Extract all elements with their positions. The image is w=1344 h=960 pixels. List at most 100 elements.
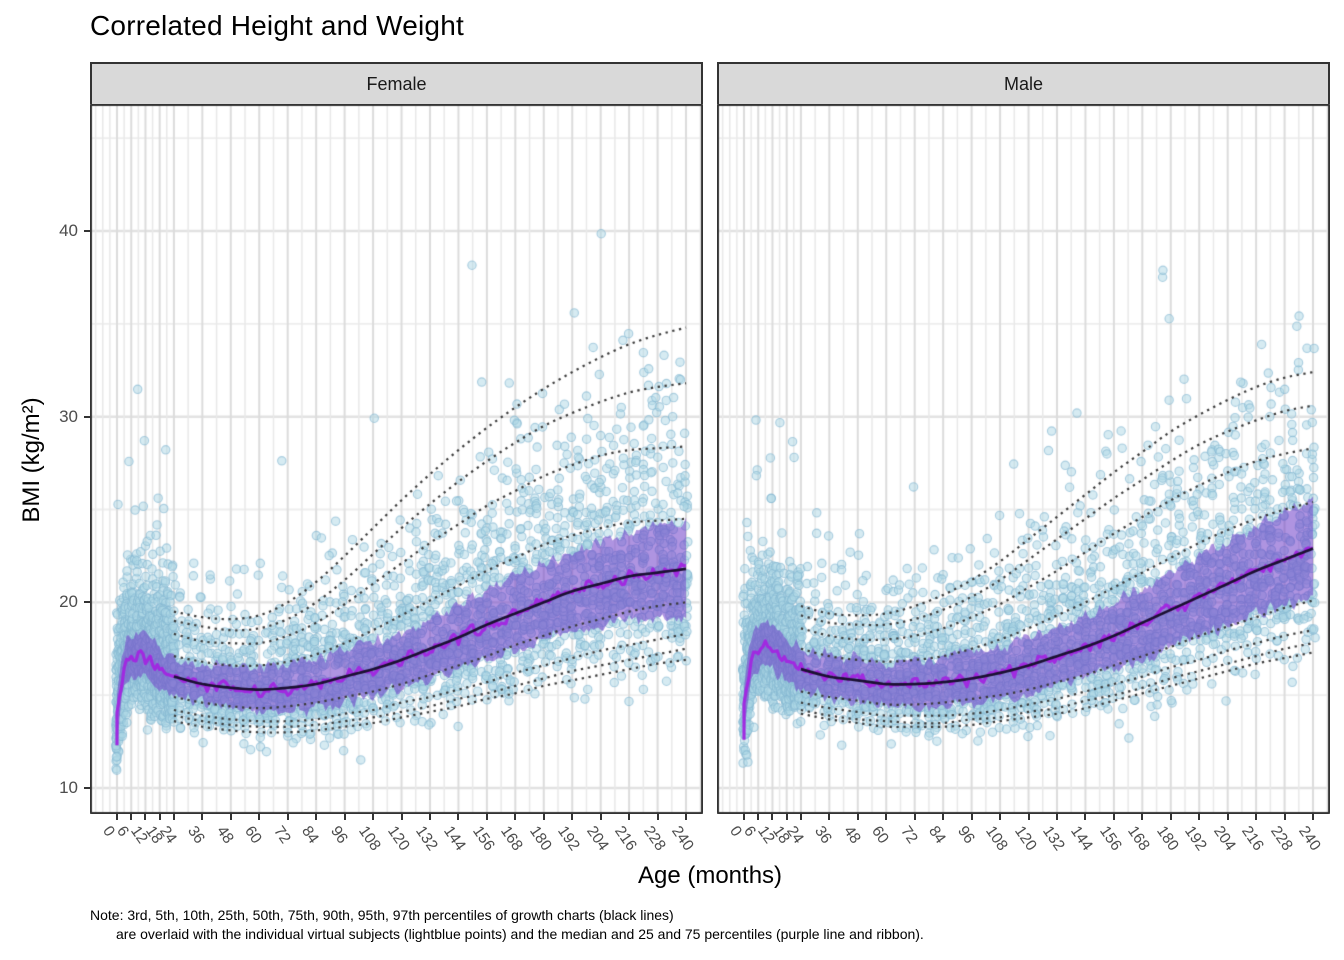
x-tick-mark bbox=[828, 814, 831, 820]
x-tick-mark bbox=[1312, 814, 1315, 820]
x-tick-label: 120 bbox=[383, 823, 413, 854]
x-tick-mark bbox=[130, 814, 133, 820]
x-tick-mark bbox=[144, 814, 147, 820]
x-tick-label: 156 bbox=[468, 823, 498, 854]
x-tick-mark bbox=[885, 814, 888, 820]
x-tick-mark bbox=[457, 814, 460, 820]
x-tick-label: 96 bbox=[326, 823, 351, 847]
note-line-2: are overlaid with the individual virtual… bbox=[116, 926, 924, 942]
x-tick-mark bbox=[1169, 814, 1172, 820]
x-tick-label: 60 bbox=[241, 823, 266, 847]
x-tick-label: 180 bbox=[1152, 823, 1182, 854]
x-tick-mark bbox=[343, 814, 346, 820]
x-tick-mark bbox=[656, 814, 659, 820]
x-tick-label: 6 bbox=[740, 823, 760, 840]
plot-title: Correlated Height and Weight bbox=[90, 10, 464, 41]
x-tick-label: 216 bbox=[611, 823, 640, 854]
x-tick-label: 192 bbox=[554, 823, 584, 854]
x-tick-mark bbox=[428, 814, 431, 820]
x-tick-mark bbox=[1283, 814, 1286, 820]
y-tick-label: 10 bbox=[59, 778, 78, 797]
x-tick-mark bbox=[799, 814, 802, 820]
x-tick-label: 192 bbox=[1181, 823, 1211, 854]
x-tick-label: 216 bbox=[1238, 823, 1267, 854]
x-tick-label: 120 bbox=[1010, 823, 1040, 854]
y-tick-label: 40 bbox=[59, 221, 78, 241]
x-tick-label: 48 bbox=[212, 823, 237, 847]
x-tick-mark bbox=[757, 814, 760, 820]
facet-strip-label-male: Male bbox=[1003, 73, 1043, 94]
x-tick-mark bbox=[856, 814, 859, 820]
x-tick-label: 168 bbox=[497, 823, 527, 854]
x-tick-mark bbox=[571, 814, 574, 820]
x-tick-mark bbox=[1141, 814, 1144, 820]
x-tick-label: 108 bbox=[982, 823, 1011, 854]
x-tick-mark bbox=[400, 814, 403, 820]
x-tick-label: 6 bbox=[113, 823, 133, 840]
x-tick-label: 204 bbox=[1209, 823, 1239, 854]
x-tick-label: 72 bbox=[269, 823, 294, 847]
x-tick-label: 132 bbox=[1039, 823, 1068, 854]
x-tick-mark bbox=[514, 814, 517, 820]
panel-male bbox=[717, 104, 1330, 814]
note: Note: 3rd, 5th, 10th, 25th, 50th, 75th, … bbox=[90, 906, 924, 944]
x-tick-label: 84 bbox=[298, 823, 323, 847]
x-tick-label: 24 bbox=[155, 823, 180, 847]
x-tick-label: 168 bbox=[1124, 823, 1154, 854]
x-tick-mark bbox=[172, 814, 175, 820]
x-tick-label: 36 bbox=[184, 823, 209, 847]
facet-strip-female: Female bbox=[90, 62, 703, 104]
x-tick-mark bbox=[315, 814, 318, 820]
x-tick-mark bbox=[286, 814, 289, 820]
x-tick-label: 18 bbox=[141, 823, 166, 847]
y-axis-title: BMI (kg/m²) bbox=[18, 397, 45, 523]
x-tick-label: 108 bbox=[355, 823, 384, 854]
x-tick-mark bbox=[542, 814, 545, 820]
x-tick-mark bbox=[1226, 814, 1229, 820]
x-tick-label: 12 bbox=[127, 823, 152, 847]
panel-canvas-female bbox=[90, 104, 703, 814]
x-tick-label: 96 bbox=[953, 823, 978, 847]
x-tick-mark bbox=[1112, 814, 1115, 820]
x-tick-mark bbox=[785, 814, 788, 820]
x-tick-label: 0 bbox=[726, 823, 745, 840]
x-tick-label: 0 bbox=[99, 823, 118, 840]
panel-female bbox=[90, 104, 703, 814]
y-tick-label: 20 bbox=[59, 592, 78, 612]
facet-strip-male: Male bbox=[717, 62, 1330, 104]
x-tick-mark bbox=[999, 814, 1002, 820]
x-tick-mark bbox=[685, 814, 688, 820]
x-tick-label: 228 bbox=[1266, 823, 1296, 854]
x-tick-mark bbox=[229, 814, 232, 820]
x-tick-mark bbox=[970, 814, 973, 820]
x-tick-mark bbox=[1055, 814, 1058, 820]
x-tick-mark bbox=[599, 814, 602, 820]
x-tick-label: 156 bbox=[1095, 823, 1125, 854]
x-tick-mark bbox=[116, 814, 118, 820]
x-tick-label: 180 bbox=[525, 823, 555, 854]
note-line-1: Note: 3rd, 5th, 10th, 25th, 50th, 75th, … bbox=[90, 907, 674, 923]
x-tick-mark bbox=[1198, 814, 1201, 820]
x-tick-label: 204 bbox=[582, 823, 612, 854]
x-tick-mark bbox=[372, 814, 375, 820]
x-tick-mark bbox=[771, 814, 774, 820]
x-tick-mark bbox=[201, 814, 204, 820]
x-tick-label: 84 bbox=[925, 823, 950, 847]
x-tick-mark bbox=[1084, 814, 1087, 820]
x-tick-label: 228 bbox=[639, 823, 669, 854]
x-tick-label: 144 bbox=[1067, 823, 1097, 854]
x-tick-label: 24 bbox=[782, 823, 807, 847]
x-tick-label: 144 bbox=[440, 823, 470, 854]
x-tick-label: 12 bbox=[754, 823, 779, 847]
x-tick-label: 132 bbox=[412, 823, 441, 854]
facet-strip-label-female: Female bbox=[366, 73, 427, 94]
x-tick-mark bbox=[628, 814, 631, 820]
x-tick-mark bbox=[942, 814, 945, 820]
x-axis-title: Age (months) bbox=[637, 862, 783, 889]
x-tick-label: 240 bbox=[1295, 823, 1324, 854]
x-tick-mark bbox=[743, 814, 745, 820]
x-tick-mark bbox=[485, 814, 488, 820]
x-tick-mark bbox=[1255, 814, 1258, 820]
x-tick-label: 36 bbox=[811, 823, 836, 847]
